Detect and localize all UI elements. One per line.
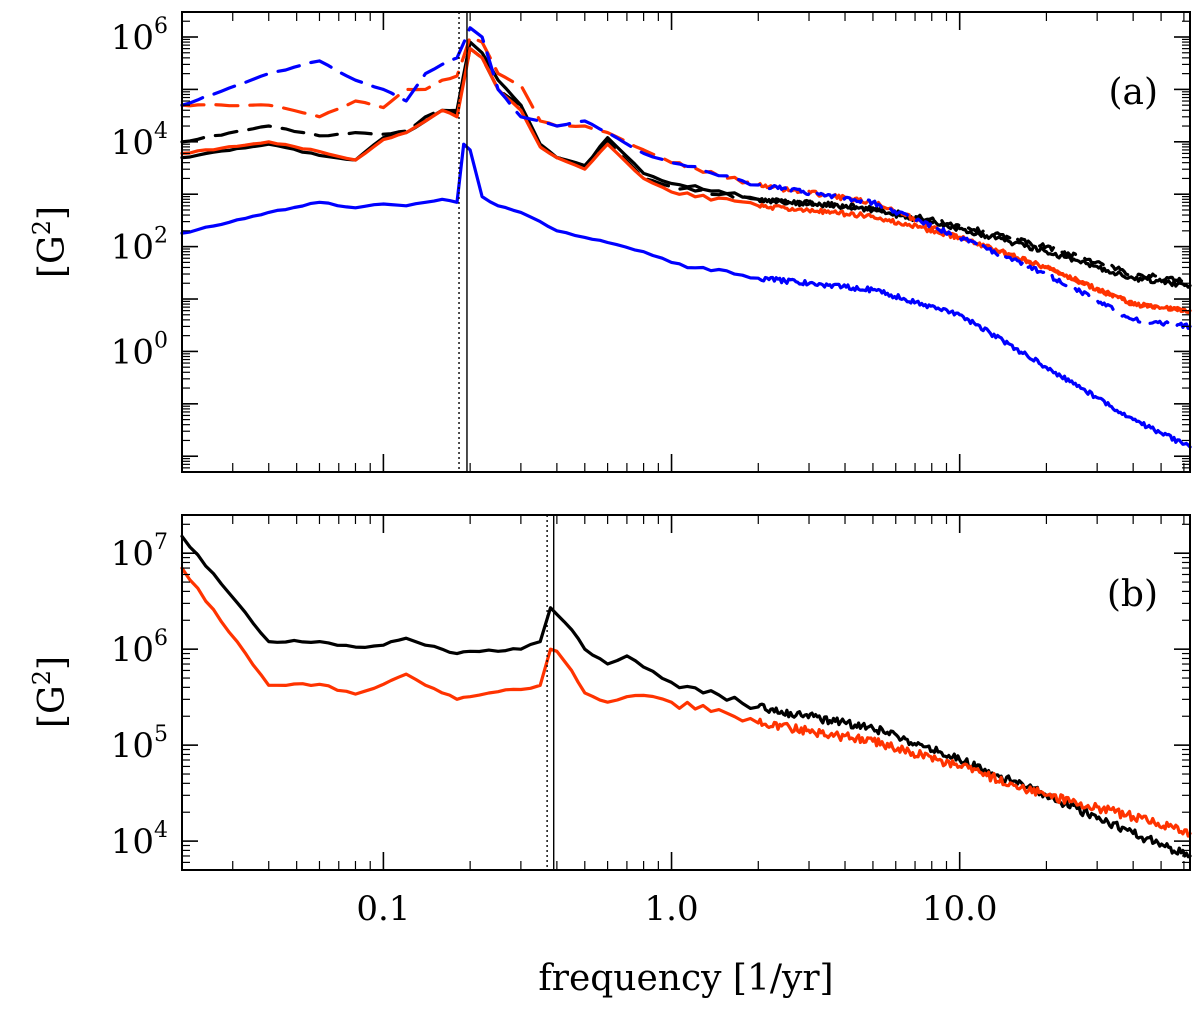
- ylabel-b-open: [G: [32, 685, 73, 728]
- ytick-label: 106: [111, 626, 168, 670]
- ytick-label: 106: [111, 14, 168, 58]
- ylabel-a-open: [G: [32, 235, 73, 278]
- ytick-label: 105: [111, 722, 168, 766]
- xtick-label: 1.0: [645, 889, 699, 929]
- series-a-blue-solid: [180, 142, 1192, 449]
- panel-a-ylabel: [G2]: [28, 206, 73, 278]
- ylabel-a-exp: 2: [28, 220, 56, 235]
- ytick-label: 100: [111, 328, 168, 372]
- series-b-red: [180, 566, 1192, 838]
- xtick-label: 0.1: [356, 889, 410, 929]
- xtick-label: 10.0: [922, 889, 998, 929]
- ylabel-b-close: ]: [32, 656, 73, 670]
- series-b-black: [180, 534, 1192, 859]
- panel-b-ylabel: [G2]: [28, 656, 73, 728]
- panel-a-label: (a): [1108, 72, 1158, 113]
- panel-b-label: (b): [1107, 574, 1158, 615]
- svg-text:[G2]: [G2]: [28, 206, 73, 278]
- ytick-label: 107: [111, 530, 168, 574]
- series-a-red-solid: [180, 47, 1192, 315]
- panel-a-frame: [181, 11, 1191, 473]
- series-a-blue-dashed: [180, 26, 1192, 330]
- panel-b-frame: [181, 514, 1191, 871]
- panel-b: 104 105 106 107 0.1 1.0 10.0 [G2] (b): [28, 514, 1192, 929]
- ytick-label: 104: [111, 818, 168, 862]
- ylabel-b-exp: 2: [28, 670, 56, 685]
- x-axis-label: frequency [1/yr]: [538, 958, 833, 999]
- ytick-label: 104: [111, 119, 168, 163]
- ytick-label: 102: [111, 224, 168, 268]
- ylabel-a-close: ]: [32, 206, 73, 220]
- svg-text:[G2]: [G2]: [28, 656, 73, 728]
- panel-a: 100 102 104 106 [G2] (a): [28, 11, 1192, 473]
